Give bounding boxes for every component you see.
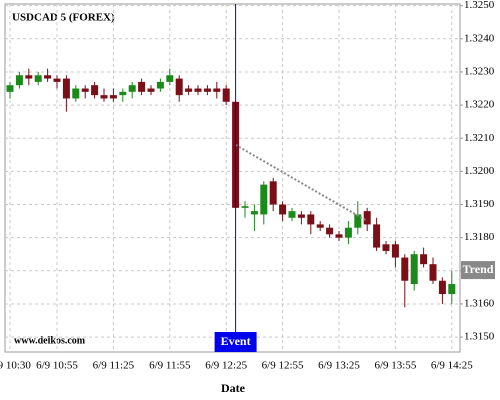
y-tick-label: 1.3200: [464, 165, 495, 177]
candle-body: [109, 95, 117, 99]
candle-body: [166, 75, 174, 82]
candle-body: [147, 88, 155, 92]
y-tick-label: 1.3190: [464, 198, 495, 210]
x-tick-label: 6/9 14:25: [431, 360, 473, 372]
candle-body: [326, 227, 334, 235]
candle-body: [6, 85, 14, 92]
y-tick-label: 1.3150: [464, 331, 495, 343]
candle-body: [222, 88, 230, 102]
candle-body: [391, 244, 399, 258]
candle-body: [44, 75, 52, 79]
candle-body: [138, 81, 146, 92]
x-tick-label: 6/9 12:25: [205, 360, 247, 372]
chart-title: USDCAD 5 (FOREX): [12, 12, 115, 24]
candle-body: [81, 88, 89, 92]
candle-body: [354, 214, 362, 228]
trend-label: Trend: [463, 262, 494, 276]
trend-line: [235, 143, 368, 222]
y-tick-label: 1.3180: [464, 231, 495, 243]
x-tick-label: 6/9 10:30: [0, 360, 31, 372]
y-tick-label: 1.3220: [464, 99, 495, 111]
candle-body: [34, 75, 42, 82]
candle-body: [241, 206, 249, 208]
y-tick-label: 1.3240: [464, 32, 495, 44]
x-tick-label: 6/9 13:55: [374, 360, 416, 372]
candle-body: [344, 227, 352, 238]
candle-body: [316, 224, 324, 228]
candle-body: [401, 257, 409, 281]
candle-body: [279, 204, 287, 215]
candle-body: [420, 254, 428, 265]
candle-body: [448, 284, 456, 294]
candle-body: [382, 244, 390, 251]
candle-body: [100, 95, 108, 99]
candle-body: [363, 211, 371, 225]
candle-body: [15, 75, 23, 86]
x-tick-label: 6/9 11:55: [149, 360, 191, 372]
candle-body: [175, 78, 183, 96]
candle-body: [288, 211, 296, 218]
candle-body: [53, 78, 61, 82]
candle-body: [194, 88, 202, 92]
candle-body: [185, 88, 193, 92]
y-tick-label: 1.3230: [464, 65, 495, 77]
x-tick-label: 6/9 11:25: [93, 360, 135, 372]
x-tick-label: 6/9 13:25: [318, 360, 360, 372]
watermark: www.delkos.com: [14, 335, 86, 346]
y-tick-label: 1.3250: [464, 0, 495, 11]
event-label-box: [214, 332, 257, 352]
candle-body: [72, 88, 80, 99]
candle-body: [25, 75, 33, 79]
candle-body: [128, 85, 136, 92]
candle-body: [429, 264, 437, 281]
candle-body: [213, 88, 221, 92]
candle-body: [269, 181, 277, 205]
candle-body: [156, 81, 164, 89]
y-tick-label: 1.3160: [464, 297, 495, 309]
event-label: Event: [221, 334, 251, 348]
candle-body: [307, 214, 315, 225]
x-tick-label: 6/9 12:55: [262, 360, 304, 372]
candle-body: [297, 214, 305, 218]
candle-body: [119, 91, 127, 96]
candle-body: [250, 211, 258, 215]
candle-body: [62, 78, 70, 99]
candle-body: [410, 254, 418, 285]
candle-body: [373, 224, 381, 248]
x-tick-label: 6/9 10:55: [36, 360, 78, 372]
candle-body: [438, 280, 446, 294]
candle-body: [335, 234, 343, 238]
trend-label-box: [461, 261, 495, 280]
candle-body: [91, 85, 99, 96]
candle-body: [260, 184, 268, 215]
candle-body: [203, 88, 211, 92]
y-tick-label: 1.3210: [464, 132, 495, 144]
x-axis-label: Date: [221, 381, 246, 395]
